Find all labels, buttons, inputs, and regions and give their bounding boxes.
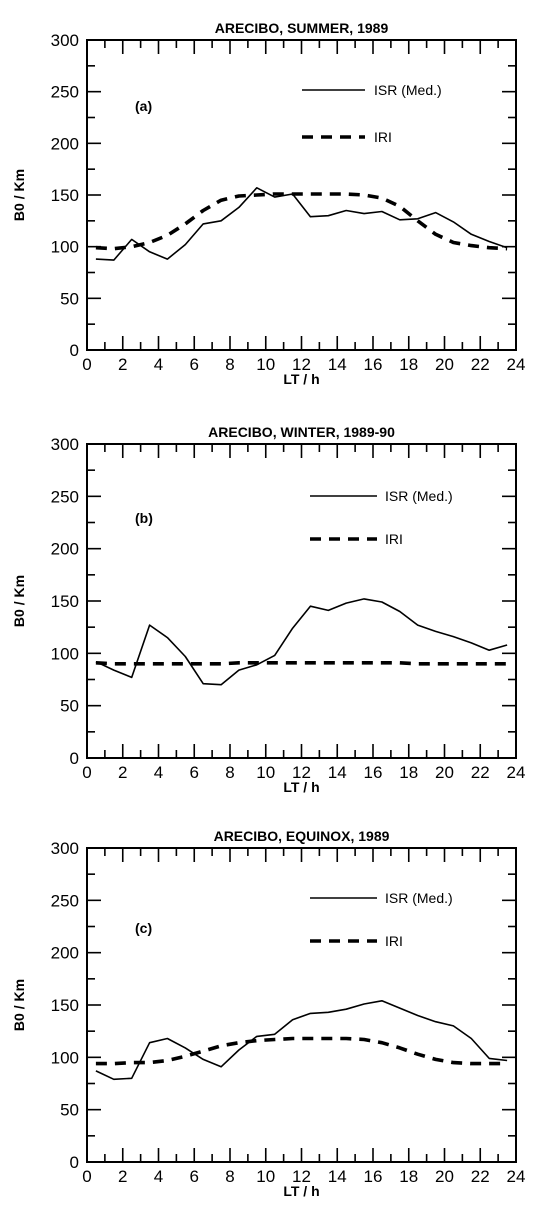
x-tick-label: 6 bbox=[190, 1167, 199, 1186]
y-tick-label: 250 bbox=[51, 487, 79, 506]
x-tick-label: 0 bbox=[82, 763, 91, 782]
x-tick-label: 14 bbox=[328, 1167, 347, 1186]
x-tick-label: 22 bbox=[471, 763, 490, 782]
y-tick-label: 150 bbox=[51, 996, 79, 1015]
panel-label: (c) bbox=[135, 920, 152, 936]
legend-label: IRI bbox=[385, 933, 403, 949]
series-line-isr bbox=[95, 187, 508, 261]
x-axis-label: LT / h bbox=[283, 371, 319, 387]
x-tick-label: 16 bbox=[364, 1167, 383, 1186]
y-tick-label: 250 bbox=[51, 891, 79, 910]
y-tick-label: 50 bbox=[60, 289, 79, 308]
x-tick-label: 18 bbox=[399, 355, 418, 374]
y-tick-label: 300 bbox=[51, 435, 79, 454]
series-line-isr bbox=[95, 598, 508, 686]
x-tick-label: 10 bbox=[256, 1167, 275, 1186]
y-axis-label: B0 / Km bbox=[11, 169, 27, 221]
y-tick-label: 100 bbox=[51, 1048, 79, 1067]
y-tick-label: 150 bbox=[51, 186, 79, 205]
chart-panel-b: ARECIBO, WINTER, 1989-900 2 4 6 8 10 12 14 16 18 2… bbox=[11, 424, 525, 795]
x-tick-label: 24 bbox=[507, 763, 526, 782]
x-tick-label: 18 bbox=[399, 1167, 418, 1186]
legend-label: IRI bbox=[374, 129, 392, 145]
y-tick-label: 200 bbox=[51, 944, 79, 963]
legend-label: IRI bbox=[385, 531, 403, 547]
x-tick-label: 2 bbox=[118, 355, 127, 374]
legend-label: ISR (Med.) bbox=[374, 82, 442, 98]
panel-label: (a) bbox=[135, 98, 152, 114]
y-tick-label: 300 bbox=[51, 31, 79, 50]
y-tick-label: 150 bbox=[51, 592, 79, 611]
x-tick-label: 0 bbox=[82, 355, 91, 374]
y-tick-label: 300 bbox=[51, 839, 79, 858]
x-tick-label: 6 bbox=[190, 355, 199, 374]
series-line-isr bbox=[95, 999, 508, 1081]
y-axis-label: B0 / Km bbox=[11, 575, 27, 627]
y-tick-label: 200 bbox=[51, 134, 79, 153]
x-tick-label: 20 bbox=[435, 355, 454, 374]
x-tick-label: 10 bbox=[256, 355, 275, 374]
x-tick-label: 24 bbox=[507, 1167, 526, 1186]
chart-title: ARECIBO, EQUINOX, 1989 bbox=[214, 828, 390, 844]
x-axis-label: LT / h bbox=[283, 779, 319, 795]
x-tick-label: 6 bbox=[190, 763, 199, 782]
x-tick-label: 4 bbox=[154, 1167, 163, 1186]
x-tick-label: 14 bbox=[328, 355, 347, 374]
series-line-iri bbox=[95, 192, 508, 251]
x-tick-label: 20 bbox=[435, 1167, 454, 1186]
chart-title: ARECIBO, WINTER, 1989-90 bbox=[208, 424, 395, 440]
x-tick-label: 18 bbox=[399, 763, 418, 782]
x-tick-label: 4 bbox=[154, 355, 163, 374]
x-tick-label: 2 bbox=[118, 1167, 127, 1186]
x-tick-label: 20 bbox=[435, 763, 454, 782]
legend-label: ISR (Med.) bbox=[385, 488, 453, 504]
x-tick-label: 22 bbox=[471, 355, 490, 374]
y-tick-label: 0 bbox=[70, 749, 79, 768]
y-tick-label: 50 bbox=[60, 697, 79, 716]
panel-label: (b) bbox=[135, 510, 153, 526]
x-tick-label: 16 bbox=[364, 355, 383, 374]
y-tick-label: 200 bbox=[51, 540, 79, 559]
series-line-iri bbox=[95, 660, 508, 666]
x-tick-label: 8 bbox=[225, 763, 234, 782]
chart-title: ARECIBO, SUMMER, 1989 bbox=[215, 20, 389, 36]
x-axis-label: LT / h bbox=[283, 1183, 319, 1199]
x-tick-label: 12 bbox=[292, 763, 311, 782]
y-tick-label: 250 bbox=[51, 83, 79, 102]
x-tick-label: 8 bbox=[225, 1167, 234, 1186]
x-tick-label: 16 bbox=[364, 763, 383, 782]
x-tick-label: 0 bbox=[82, 1167, 91, 1186]
y-axis-label: B0 / Km bbox=[11, 979, 27, 1031]
y-tick-label: 100 bbox=[51, 238, 79, 257]
y-tick-label: 50 bbox=[60, 1101, 79, 1120]
legend-label: ISR (Med.) bbox=[385, 890, 453, 906]
y-tick-label: 100 bbox=[51, 644, 79, 663]
x-tick-label: 14 bbox=[328, 763, 347, 782]
y-tick-label: 0 bbox=[70, 341, 79, 360]
x-tick-label: 12 bbox=[292, 355, 311, 374]
series-line-iri bbox=[95, 1036, 508, 1066]
x-tick-label: 4 bbox=[154, 763, 163, 782]
x-tick-label: 2 bbox=[118, 763, 127, 782]
y-tick-label: 0 bbox=[70, 1153, 79, 1172]
x-tick-label: 8 bbox=[225, 355, 234, 374]
x-tick-label: 12 bbox=[292, 1167, 311, 1186]
x-tick-label: 10 bbox=[256, 763, 275, 782]
x-tick-label: 24 bbox=[507, 355, 526, 374]
x-tick-label: 22 bbox=[471, 1167, 490, 1186]
